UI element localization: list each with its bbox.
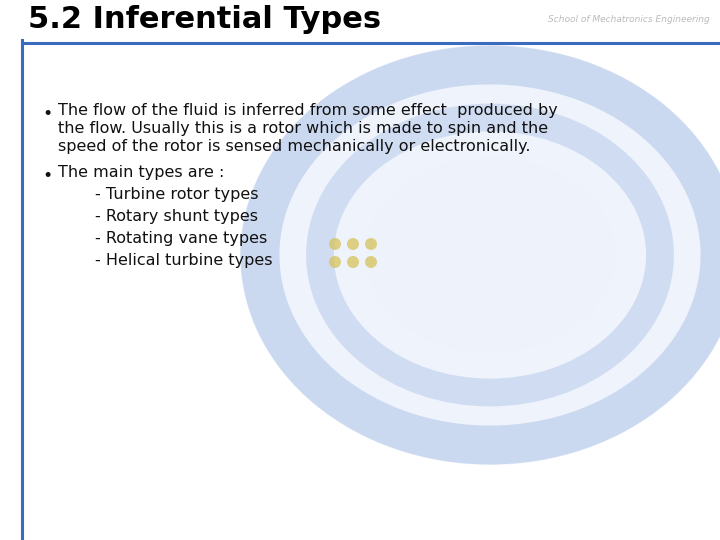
Text: The flow of the fluid is inferred from some effect  produced by: The flow of the fluid is inferred from s…	[58, 103, 558, 118]
Ellipse shape	[365, 158, 615, 353]
Text: •: •	[42, 105, 53, 123]
Text: 5.2 Inferential Types: 5.2 Inferential Types	[28, 5, 381, 35]
Text: The main types are :: The main types are :	[58, 165, 225, 180]
Text: speed of the rotor is sensed mechanically or electronically.: speed of the rotor is sensed mechanicall…	[58, 139, 531, 154]
Text: •: •	[42, 167, 53, 185]
Text: School of Mechatronics Engineering: School of Mechatronics Engineering	[548, 16, 710, 24]
Circle shape	[347, 238, 359, 250]
Circle shape	[365, 256, 377, 268]
Text: the flow. Usually this is a rotor which is made to spin and the: the flow. Usually this is a rotor which …	[58, 121, 548, 136]
Circle shape	[365, 238, 377, 250]
Text: - Helical turbine types: - Helical turbine types	[95, 253, 272, 268]
Circle shape	[347, 256, 359, 268]
Text: - Rotating vane types: - Rotating vane types	[95, 231, 267, 246]
Circle shape	[329, 238, 341, 250]
Ellipse shape	[240, 45, 720, 465]
Text: - Rotary shunt types: - Rotary shunt types	[95, 209, 258, 224]
Circle shape	[329, 256, 341, 268]
Text: - Turbine rotor types: - Turbine rotor types	[95, 187, 258, 202]
